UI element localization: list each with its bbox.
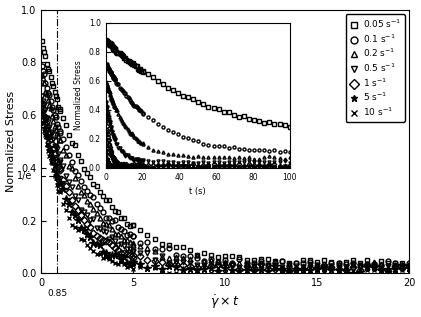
Text: 1/e: 1/e: [17, 171, 32, 181]
Legend: 0.05 s$^{-1}$, 0.1 s$^{-1}$, 0.2 s$^{-1}$, 0.5 s$^{-1}$, 1 s$^{-1}$, 5 s$^{-1}$,: 0.05 s$^{-1}$, 0.1 s$^{-1}$, 0.2 s$^{-1}…: [346, 14, 405, 122]
Text: 0.85: 0.85: [47, 289, 67, 298]
Y-axis label: Normalized Stress: Normalized Stress: [5, 91, 16, 192]
X-axis label: $\dot{\gamma} \times t$: $\dot{\gamma} \times t$: [210, 294, 240, 311]
